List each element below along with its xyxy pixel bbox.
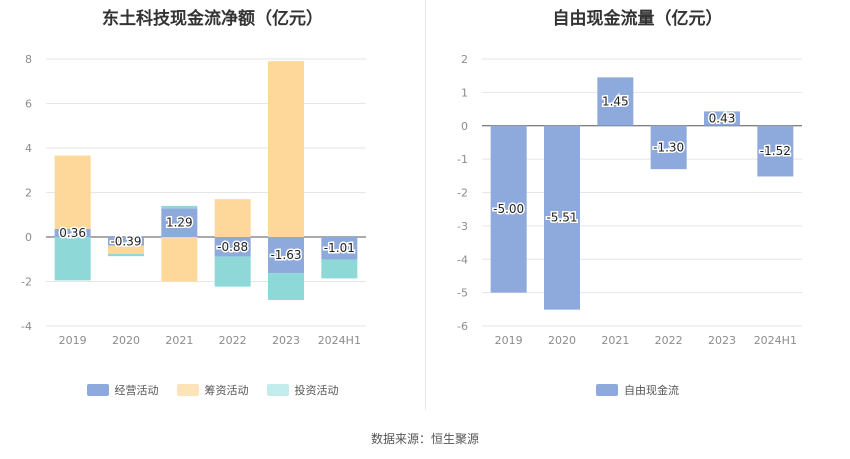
bar-1 — [161, 208, 198, 237]
bar-1 — [650, 125, 687, 170]
legend-label: 投资活动 — [294, 384, 339, 397]
x-tick-label: 2022 — [219, 334, 247, 347]
x-tick-label: 2020 — [112, 334, 140, 347]
x-tick-label: 2019 — [59, 334, 87, 347]
bar-2 — [108, 245, 144, 254]
bar-2 — [214, 199, 251, 237]
y-tick-label: 8 — [25, 53, 32, 66]
bar-3 — [54, 237, 91, 281]
y-tick-label: -4 — [21, 320, 32, 333]
bar-1 — [54, 228, 91, 237]
y-tick-label: -2 — [21, 276, 32, 289]
bar-1 — [597, 77, 634, 126]
data-label: -0.39 — [110, 234, 141, 248]
data-label: 0.36 — [59, 226, 86, 240]
chart-legend: 经营活动 筹资活动 投资活动 — [0, 382, 425, 398]
bar-1 — [704, 111, 740, 126]
legend-item[interactable]: 筹资活动 — [176, 382, 249, 398]
data-label: -1.01 — [324, 241, 355, 255]
y-tick-label: -2 — [457, 187, 468, 200]
y-tick-label: 0 — [25, 231, 32, 244]
bar-3 — [161, 205, 198, 209]
chart-legend: 自由现金流 — [425, 382, 850, 398]
legend-item[interactable]: 自由现金流 — [596, 382, 679, 398]
panel-divider — [425, 0, 426, 410]
cashflow-chart-panel: 东土科技现金流净额（亿元） -4 -2 0 2 4 6 8 2019 2020 2021 2022 2… — [0, 0, 425, 420]
legend-swatch — [596, 384, 618, 396]
y-tick-label: -1 — [457, 153, 468, 166]
cashflow-chart-svg: -4 -2 0 2 4 6 8 2019 2020 2021 2022 2023 2024H1 0.36 -… — [21, 53, 366, 347]
y-tick-label: 4 — [25, 142, 32, 155]
bar-1 — [490, 125, 527, 293]
data-label: -1.52 — [760, 144, 791, 158]
x-tick-label: 2020 — [548, 334, 576, 347]
x-tick-label: 2024H1 — [754, 334, 797, 347]
bar-1 — [544, 125, 580, 310]
legend-label: 自由现金流 — [624, 384, 679, 397]
x-tick-label: 2021 — [601, 334, 629, 347]
y-tick-label: -5 — [457, 287, 468, 300]
data-source: 数据来源：恒生聚源 — [370, 432, 479, 446]
fcf-chart-svg: -6 -5 -4 -3 -2 -1 0 1 2 2019 2020 2021 2022 2023 2024H… — [457, 53, 802, 347]
x-tick-label: 2023 — [708, 334, 736, 347]
y-tick-label: 0 — [461, 120, 468, 133]
x-tick-label: 2022 — [655, 334, 683, 347]
data-label: -1.63 — [270, 248, 301, 262]
bar-2 — [54, 155, 91, 229]
y-tick-label: -6 — [457, 320, 468, 333]
bar-1 — [214, 237, 251, 257]
bar-3 — [268, 273, 304, 300]
x-tick-label: 2021 — [165, 334, 193, 347]
bar-1 — [268, 237, 304, 274]
y-tick-label: -3 — [457, 220, 468, 233]
bar-3 — [108, 253, 144, 257]
data-label: 1.45 — [602, 95, 629, 109]
bar-1 — [108, 237, 144, 246]
fcf-chart-panel: 自由现金流量（亿元） -6 -5 -4 -3 -2 -1 0 1 2 2019 2020 2021 20… — [425, 0, 850, 420]
legend-label: 经营活动 — [114, 384, 159, 397]
y-tick-label: 1 — [461, 86, 468, 99]
bar-1 — [321, 237, 358, 260]
data-label: 0.43 — [709, 112, 736, 126]
bar-3 — [321, 259, 358, 279]
x-tick-label: 2024H1 — [318, 334, 361, 347]
legend-swatch — [176, 384, 199, 396]
bar-3 — [214, 256, 251, 287]
x-tick-label: 2019 — [495, 334, 523, 347]
chart-title: 东土科技现金流净额（亿元） — [102, 9, 323, 29]
legend-swatch — [86, 384, 109, 396]
bar-2 — [161, 237, 198, 282]
legend-label: 筹资活动 — [204, 384, 249, 397]
chart-title: 自由现金流量（亿元） — [552, 9, 723, 29]
data-label: -5.00 — [493, 202, 524, 216]
bar-1 — [757, 125, 794, 177]
legend-item[interactable]: 经营活动 — [86, 382, 159, 398]
y-tick-label: 2 — [461, 53, 468, 66]
x-tick-label: 2023 — [272, 334, 300, 347]
data-label: 1.29 — [166, 216, 193, 230]
bar-2 — [268, 61, 304, 237]
legend-item[interactable]: 投资活动 — [266, 382, 339, 398]
y-tick-label: 2 — [25, 187, 32, 200]
data-label: -5.51 — [546, 211, 577, 225]
legend-swatch — [266, 384, 289, 396]
y-tick-label: 6 — [25, 98, 32, 111]
data-label: -1.30 — [653, 140, 684, 154]
data-label: -0.88 — [217, 240, 248, 254]
y-tick-label: -4 — [457, 253, 468, 266]
